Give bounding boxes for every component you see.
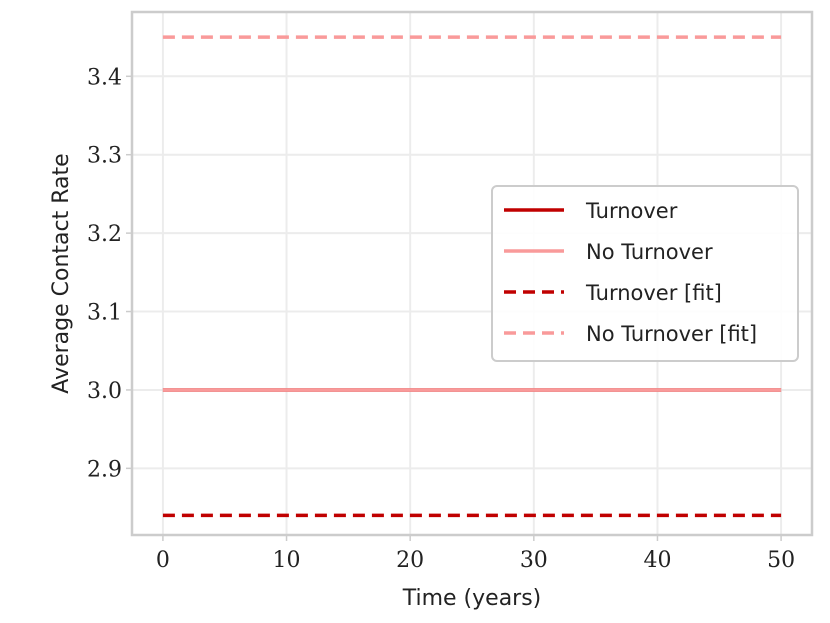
x-tick-label: 10	[273, 548, 301, 573]
x-tick-label: 20	[396, 548, 424, 573]
y-tick-label: 3.2	[87, 222, 122, 247]
series-layer	[162, 35, 782, 518]
legend-label: Turnover [fit]	[585, 281, 722, 305]
plot-frame	[130, 10, 814, 537]
y-tick-label: 3.1	[87, 301, 122, 326]
y-axis-label: Average Contact Rate	[49, 153, 74, 393]
legend-label: No Turnover	[586, 240, 713, 264]
x-tick-label: 0	[156, 548, 170, 573]
y-tick-label: 3.0	[87, 379, 122, 404]
y-tick-label: 3.3	[87, 144, 122, 169]
ticks: 0 10 20 30 40 50 2.9 3.0 3.1 3.2 3.3 3.4	[87, 65, 795, 573]
x-axis-label: Time (years)	[402, 586, 542, 611]
legend-label: Turnover	[585, 199, 678, 223]
y-tick-label: 3.4	[87, 65, 122, 90]
x-tick-label: 50	[767, 548, 795, 573]
legend-box	[491, 185, 799, 362]
x-tick-label: 40	[643, 548, 671, 573]
legend-label: No Turnover [fit]	[586, 322, 757, 346]
legend: Turnover No Turnover Turnover [fit] No Turn…	[491, 185, 799, 362]
x-tick-label: 30	[520, 548, 548, 573]
y-tick-label: 2.9	[87, 457, 122, 482]
